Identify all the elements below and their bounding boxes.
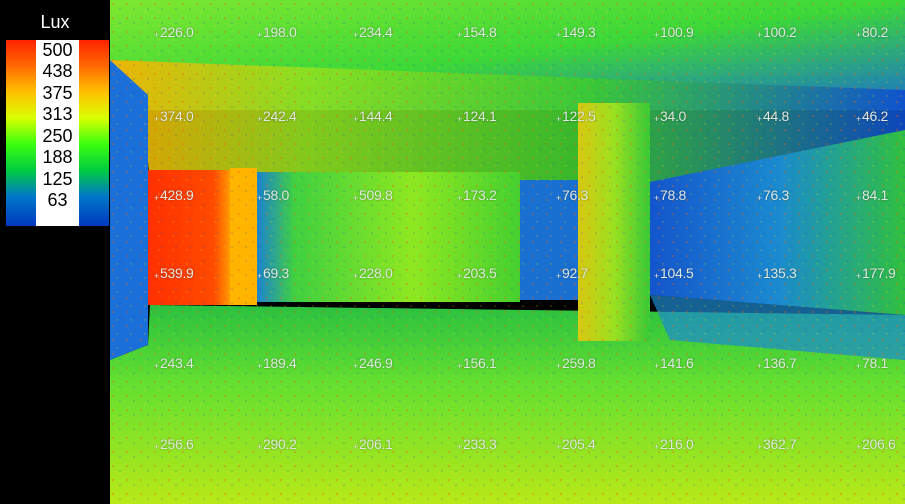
illuminance-reading: 243.4 (154, 355, 194, 371)
illuminance-reading: 135.3 (757, 265, 797, 281)
illuminance-reading: 246.9 (353, 355, 393, 371)
legend-label: 188 (42, 147, 73, 167)
illuminance-reading: 206.1 (353, 436, 393, 452)
illuminance-reading: 173.2 (457, 187, 497, 203)
illuminance-reading: 509.8 (353, 187, 393, 203)
legend-color-bar-right (79, 40, 109, 226)
illuminance-reading: 44.8 (757, 108, 789, 124)
illuminance-reading: 124.1 (457, 108, 497, 124)
illuminance-reading: 78.8 (654, 187, 686, 203)
illuminance-reading: 242.4 (257, 108, 297, 124)
illuminance-reading: 92.7 (556, 265, 588, 281)
legend-label: 250 (42, 126, 73, 146)
illuminance-reading: 100.9 (654, 24, 694, 40)
illuminance-reading: 290.2 (257, 436, 297, 452)
illuminance-reading: 84.1 (856, 187, 888, 203)
false-color-render (110, 0, 905, 504)
room-illuminance-image (110, 0, 905, 504)
legend-color-bar-left (6, 40, 36, 226)
illuminance-reading: 104.5 (654, 265, 694, 281)
illuminance-reading: 256.6 (154, 436, 194, 452)
illuminance-reading: 144.4 (353, 108, 393, 124)
illuminance-reading: 206.6 (856, 436, 896, 452)
legend-label: 438 (42, 61, 73, 81)
illuminance-reading: 234.4 (353, 24, 393, 40)
illuminance-reading: 428.9 (154, 187, 194, 203)
illuminance-reading: 226.0 (154, 24, 194, 40)
illuminance-reading: 58.0 (257, 187, 289, 203)
illuminance-reading: 216.0 (654, 436, 694, 452)
legend-label: 313 (42, 104, 73, 124)
illuminance-reading: 259.8 (556, 355, 596, 371)
illuminance-reading: 189.4 (257, 355, 297, 371)
illuminance-reading: 205.4 (556, 436, 596, 452)
legend-label: 63 (47, 190, 68, 210)
illuminance-reading: 136.7 (757, 355, 797, 371)
legend-panel: Lux 500 438 375 313 250 188 125 63 (0, 0, 110, 504)
illuminance-reading: 156.1 (457, 355, 497, 371)
legend-title: Lux (40, 12, 70, 32)
illuminance-reading: 539.9 (154, 265, 194, 281)
illuminance-reading: 34.0 (654, 108, 686, 124)
legend-label: 375 (42, 83, 73, 103)
illuminance-reading: 203.5 (457, 265, 497, 281)
illuminance-reading: 233.3 (457, 436, 497, 452)
illuminance-reading: 80.2 (856, 24, 888, 40)
legend-label: 125 (42, 169, 73, 189)
illuminance-reading: 76.3 (757, 187, 789, 203)
illuminance-reading: 198.0 (257, 24, 297, 40)
illuminance-reading: 154.8 (457, 24, 497, 40)
illuminance-reading: 69.3 (257, 265, 289, 281)
illuminance-reading: 122.5 (556, 108, 596, 124)
illuminance-reading: 141.6 (654, 355, 694, 371)
illuminance-reading: 76.3 (556, 187, 588, 203)
legend-label: 500 (42, 40, 73, 60)
illuminance-reading: 374.0 (154, 108, 194, 124)
legend-scale-labels: 500 438 375 313 250 188 125 63 (36, 40, 79, 226)
illuminance-reading: 362.7 (757, 436, 797, 452)
illuminance-reading: 177.9 (856, 265, 896, 281)
illuminance-reading: 228.0 (353, 265, 393, 281)
illuminance-reading: 149.3 (556, 24, 596, 40)
illuminance-reading: 100.2 (757, 24, 797, 40)
illuminance-reading: 46.2 (856, 108, 888, 124)
illuminance-reading: 78.1 (856, 355, 888, 371)
